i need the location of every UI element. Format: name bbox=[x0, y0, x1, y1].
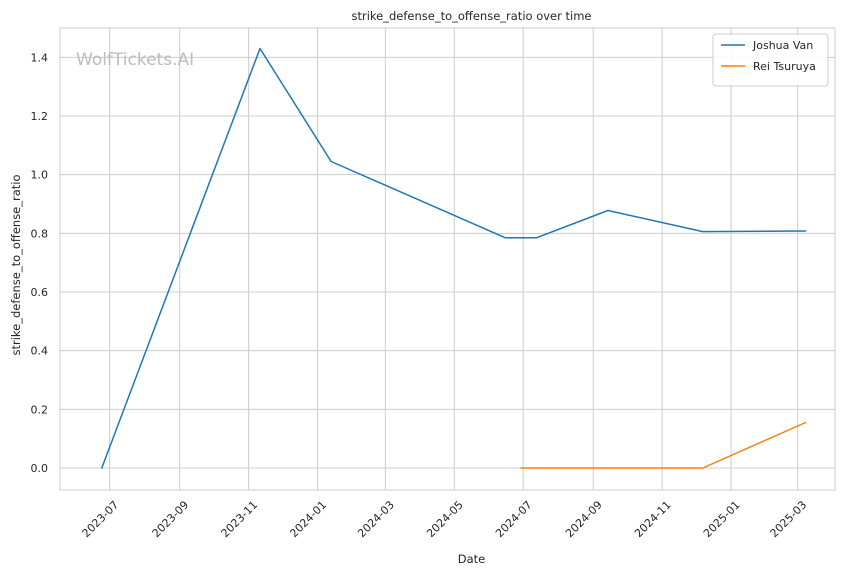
x-tick-label: 2025-01 bbox=[701, 498, 743, 540]
x-tick-label: 2024-05 bbox=[424, 498, 466, 540]
y-tick-label: 0.6 bbox=[31, 286, 49, 299]
chart-title: strike_defense_to_offense_ratio over tim… bbox=[352, 9, 592, 23]
y-tick-label: 1.2 bbox=[31, 110, 49, 123]
legend-box bbox=[712, 33, 829, 87]
y-tick-label: 0.8 bbox=[31, 227, 49, 240]
y-tick-label: 1.4 bbox=[31, 51, 49, 64]
series-line bbox=[101, 47, 807, 469]
x-tick-label: 2024-01 bbox=[287, 498, 329, 540]
x-tick-label: 2024-07 bbox=[493, 498, 535, 540]
x-tick-label: 2024-09 bbox=[563, 498, 605, 540]
legend-label: Joshua Van bbox=[752, 39, 813, 52]
x-tick-label: 2023-11 bbox=[219, 498, 261, 540]
legend: Joshua Van Rei Tsuruya bbox=[712, 33, 829, 87]
watermark: WolfTickets.AI bbox=[76, 50, 194, 70]
y-axis-label: strike_defense_to_offense_ratio bbox=[9, 174, 23, 355]
y-tick-labels: 0.0 0.2 0.4 0.6 0.8 1.0 1.2 1.4 bbox=[31, 51, 49, 475]
series-line bbox=[520, 421, 807, 469]
x-tick-label: 2025-03 bbox=[768, 498, 810, 540]
y-gridlines bbox=[60, 56, 835, 469]
y-tick-label: 0.0 bbox=[31, 462, 49, 475]
legend-label: Rei Tsuruya bbox=[753, 60, 816, 73]
x-tick-label: 2024-03 bbox=[355, 498, 397, 540]
x-tick-labels: 2023-07 2023-09 2023-11 2024-01 2024-03 2024-… bbox=[80, 498, 810, 540]
series-lines bbox=[101, 47, 807, 469]
x-axis-label: Date bbox=[458, 552, 486, 566]
y-tick-label: 0.4 bbox=[31, 345, 49, 358]
x-gridlines bbox=[109, 28, 799, 490]
plot-area bbox=[59, 27, 836, 491]
y-tick-label: 0.2 bbox=[31, 403, 49, 416]
x-tick-label: 2023-09 bbox=[150, 498, 192, 540]
x-tick-label: 2024-11 bbox=[632, 498, 674, 540]
y-tick-label: 1.0 bbox=[31, 169, 49, 182]
x-tick-label: 2023-07 bbox=[80, 498, 122, 540]
